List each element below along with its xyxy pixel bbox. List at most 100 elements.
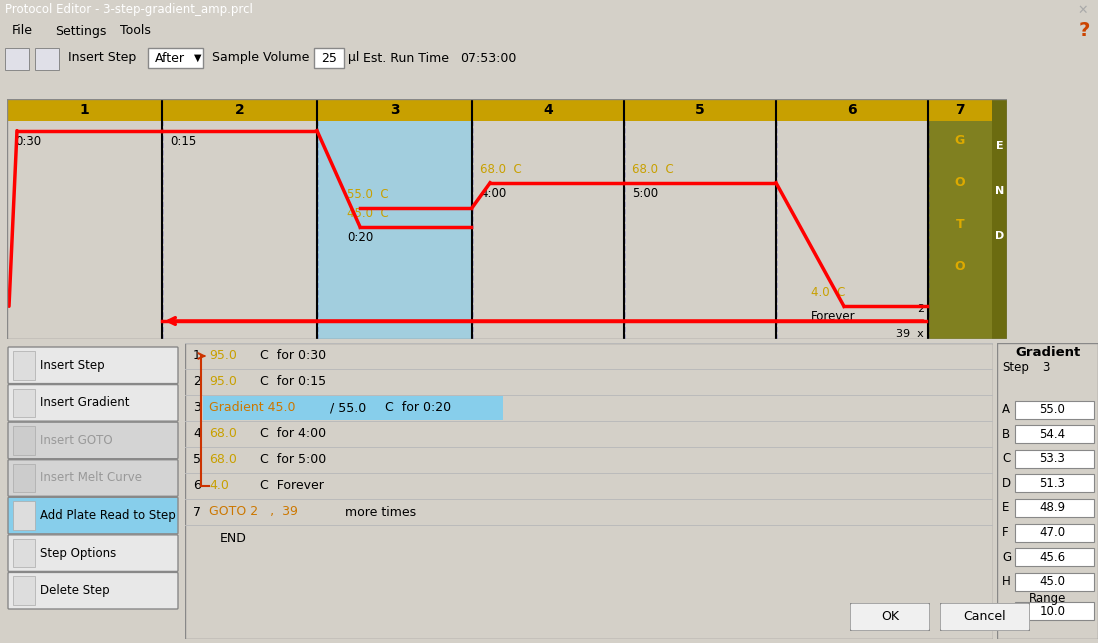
Text: C  Forever: C Forever [260, 480, 324, 493]
Text: Delete Step: Delete Step [40, 584, 110, 597]
Text: 39  x: 39 x [896, 329, 925, 339]
Text: OK: OK [881, 610, 899, 624]
Text: 1: 1 [193, 350, 201, 363]
Text: Gradient 45.0: Gradient 45.0 [209, 401, 295, 415]
Text: 68.0: 68.0 [209, 453, 237, 467]
Text: C  for 0:20: C for 0:20 [385, 401, 451, 415]
Text: File: File [12, 24, 33, 37]
Bar [472, 99, 624, 121]
Text: 95.0: 95.0 [209, 350, 237, 363]
Text: C  for 0:15: C for 0:15 [260, 376, 326, 388]
Text: / 55.0: / 55.0 [330, 401, 367, 415]
Text: N: N [995, 186, 1005, 196]
Bar [1015, 425, 1094, 443]
Text: Protocol Editor - 3-step-gradient_amp.prcl: Protocol Editor - 3-step-gradient_amp.pr… [5, 3, 253, 17]
Text: ▼: ▼ [194, 53, 202, 63]
Text: 2: 2 [193, 376, 201, 388]
Text: GOTO 2   ,  39: GOTO 2 , 39 [209, 505, 298, 518]
Text: 47.0: 47.0 [1040, 526, 1065, 539]
Text: G: G [1002, 550, 1011, 564]
Text: Insert Step: Insert Step [40, 359, 104, 372]
Text: 45.0  C: 45.0 C [347, 207, 389, 220]
Text: 55.0  C: 55.0 C [347, 188, 389, 201]
Text: ?: ? [1078, 21, 1090, 41]
Text: 5: 5 [695, 103, 705, 117]
Text: 68.0: 68.0 [209, 428, 237, 440]
Bar [928, 99, 991, 121]
Bar [13, 351, 35, 379]
Text: 07:53:00: 07:53:00 [460, 51, 516, 64]
Text: 45.0: 45.0 [1040, 575, 1065, 588]
Bar [13, 426, 35, 455]
FancyBboxPatch shape [8, 535, 178, 572]
Text: Forever: Forever [811, 311, 855, 323]
Bar [5, 48, 29, 70]
Text: Step: Step [1002, 361, 1029, 374]
Bar [1015, 573, 1094, 591]
Text: 3: 3 [390, 103, 400, 117]
Text: 25: 25 [321, 51, 337, 64]
Text: 68.0  C: 68.0 C [480, 163, 522, 176]
Text: 45.6: 45.6 [1040, 550, 1065, 564]
FancyBboxPatch shape [8, 347, 178, 384]
Text: END: END [220, 532, 247, 545]
Bar [13, 464, 35, 493]
Bar [314, 48, 344, 68]
Text: After: After [155, 51, 184, 64]
Text: E: E [1002, 502, 1009, 514]
Bar [928, 121, 991, 339]
FancyBboxPatch shape [8, 497, 178, 534]
FancyBboxPatch shape [8, 422, 178, 458]
Text: D: D [1002, 477, 1011, 490]
Bar [317, 99, 472, 121]
Text: 55.0: 55.0 [1040, 403, 1065, 416]
Text: 6: 6 [193, 480, 201, 493]
Bar [1015, 602, 1094, 620]
Bar [7, 99, 163, 121]
Bar [13, 576, 35, 605]
Bar [1015, 548, 1094, 566]
Bar [148, 48, 203, 68]
Text: 68.0  C: 68.0 C [632, 163, 674, 176]
Text: 4.0: 4.0 [209, 480, 228, 493]
Text: D: D [995, 231, 1005, 241]
Bar [317, 121, 472, 339]
Bar [1015, 450, 1094, 468]
Text: A: A [1002, 403, 1010, 416]
Text: ✕: ✕ [1078, 3, 1088, 17]
Text: O: O [954, 260, 965, 273]
Text: 53.3: 53.3 [1040, 452, 1065, 466]
Text: Insert Step: Insert Step [68, 51, 136, 64]
Bar [163, 99, 317, 121]
Text: 5:00: 5:00 [632, 186, 658, 200]
Text: 0:15: 0:15 [170, 134, 197, 148]
Text: 10.0: 10.0 [1040, 605, 1065, 618]
Text: Gradient: Gradient [1015, 347, 1080, 359]
Text: Insert GOTO: Insert GOTO [40, 434, 113, 447]
Text: 3: 3 [193, 401, 201, 415]
Text: T: T [955, 219, 964, 231]
FancyBboxPatch shape [850, 603, 930, 631]
Text: C  for 5:00: C for 5:00 [260, 453, 326, 467]
Bar [13, 388, 35, 417]
Text: Est. Run Time: Est. Run Time [363, 51, 449, 64]
Text: 0:30: 0:30 [15, 134, 41, 148]
Text: Range: Range [1029, 592, 1066, 605]
Bar [1015, 499, 1094, 517]
Text: Insert Melt Curve: Insert Melt Curve [40, 471, 142, 484]
Text: 54.4: 54.4 [1040, 428, 1065, 440]
Text: 0:20: 0:20 [347, 231, 373, 244]
Text: more times: more times [345, 505, 416, 518]
Bar [13, 539, 35, 567]
Text: 48.9: 48.9 [1040, 502, 1065, 514]
Text: O: O [954, 176, 965, 190]
Text: 2: 2 [235, 103, 245, 117]
Bar [13, 502, 35, 530]
Text: Cancel: Cancel [964, 610, 1006, 624]
Text: 1: 1 [80, 103, 89, 117]
Bar [203, 396, 503, 420]
Bar [991, 99, 1007, 339]
Text: 3: 3 [1042, 361, 1050, 374]
Text: Settings: Settings [55, 24, 107, 37]
Text: 6: 6 [848, 103, 856, 117]
